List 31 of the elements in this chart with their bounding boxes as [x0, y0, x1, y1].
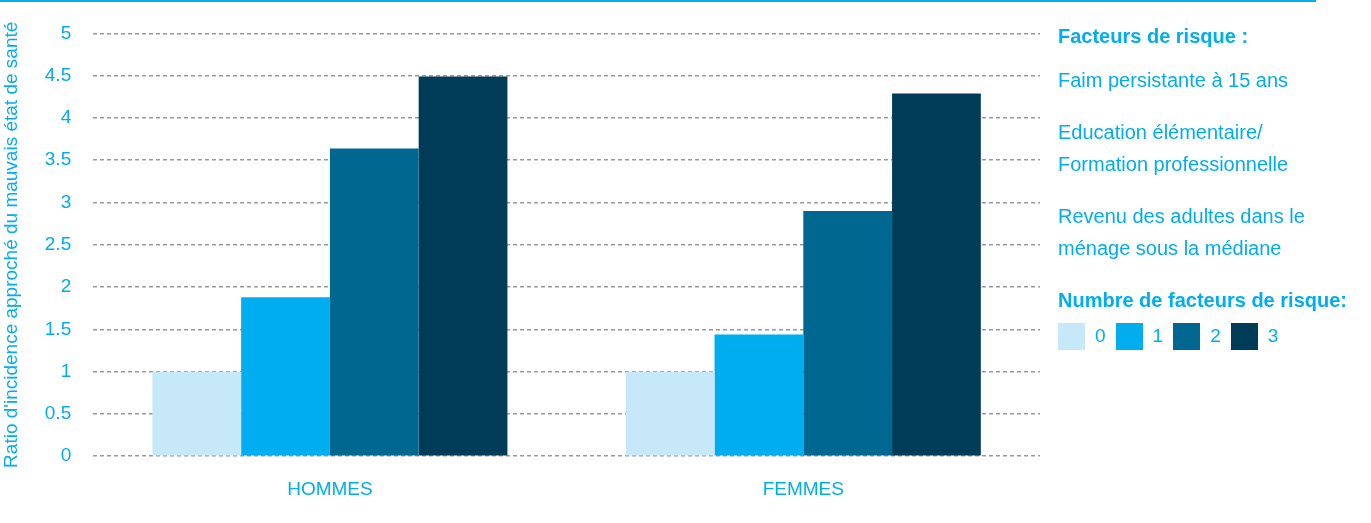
- y-tick-label: 5: [60, 21, 72, 43]
- y-axis-title: Ratio d'incidence approché du mauvais état de santé: [0, 21, 21, 468]
- bar: [803, 210, 893, 456]
- text: Revenu des adultes dans le ménage sous la médiane: [1058, 204, 1306, 261]
- bar: [714, 334, 804, 456]
- y-tick-label: 3.5: [44, 148, 72, 170]
- legend-label: 1: [1152, 324, 1164, 348]
- y-tick-label: 4: [60, 106, 72, 128]
- y-tick-label: 2.5: [44, 233, 72, 255]
- y-tick-label: 3: [60, 190, 72, 212]
- bar: [625, 371, 715, 456]
- legend-label: 0: [1095, 324, 1106, 348]
- text: Facteurs de risque :: [1058, 24, 1250, 49]
- bar: [418, 76, 508, 456]
- y-tick-label: 0.5: [44, 402, 72, 424]
- text: Faim persistante à 15 ans: [1058, 68, 1290, 93]
- bar: [241, 297, 330, 456]
- x-tick-label: HOMMES: [287, 477, 373, 499]
- bar: [892, 93, 981, 456]
- legend-label: 3: [1267, 324, 1279, 348]
- y-tick-label: 4.5: [44, 63, 72, 85]
- y-tick-label: 2: [60, 275, 72, 297]
- bar: [152, 371, 242, 456]
- y-tick-label: 1.5: [44, 317, 72, 339]
- text: Education élémentaire/ Formation professionnelle: [1058, 120, 1290, 177]
- bar: [329, 148, 419, 456]
- y-tick-label: 0: [60, 444, 72, 466]
- x-tick-label: FEMMES: [762, 477, 844, 499]
- legend-label: 2: [1210, 324, 1221, 348]
- y-tick-label: 1: [60, 359, 72, 381]
- legend-title: Numbre de facteurs de risque:: [1058, 288, 1348, 313]
